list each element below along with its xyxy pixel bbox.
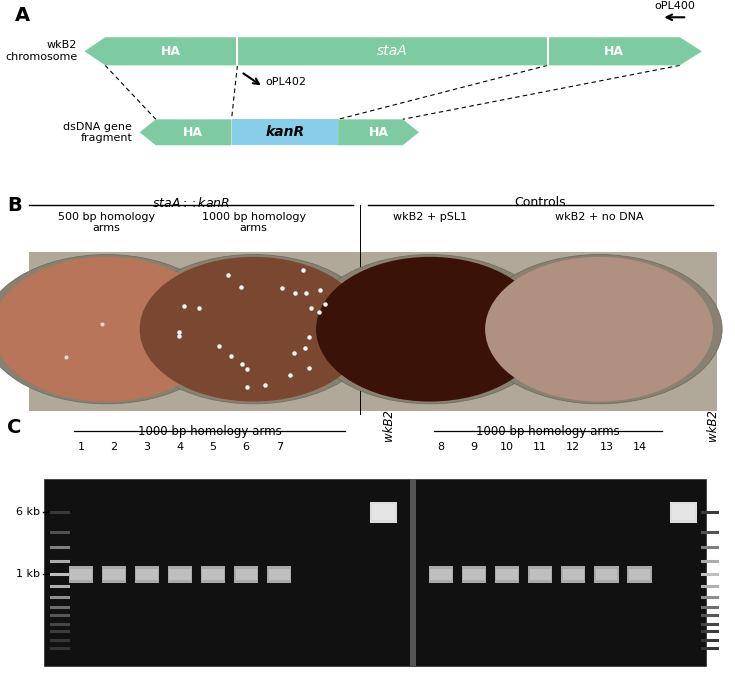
Text: HA: HA xyxy=(603,45,624,58)
Bar xyxy=(562,568,584,580)
Bar xyxy=(29,252,717,410)
Bar xyxy=(69,566,93,583)
Bar xyxy=(135,566,159,583)
Bar xyxy=(562,566,585,583)
Text: wkB2
chromosome: wkB2 chromosome xyxy=(5,40,77,62)
Bar xyxy=(495,566,519,583)
Bar xyxy=(234,566,259,583)
Ellipse shape xyxy=(0,254,229,404)
Ellipse shape xyxy=(0,256,220,402)
Text: HA: HA xyxy=(368,126,389,139)
Ellipse shape xyxy=(316,256,544,402)
Text: 13: 13 xyxy=(599,442,614,452)
Text: 6 kb: 6 kb xyxy=(16,508,40,517)
Text: $staA::kanR$: $staA::kanR$ xyxy=(152,196,230,210)
Text: 7: 7 xyxy=(276,442,283,452)
Ellipse shape xyxy=(306,254,553,404)
Ellipse shape xyxy=(485,256,713,402)
Polygon shape xyxy=(85,37,702,65)
Text: staA: staA xyxy=(377,45,408,58)
Bar xyxy=(628,568,650,580)
Text: oPL400: oPL400 xyxy=(654,1,695,11)
Bar xyxy=(201,566,225,583)
Bar xyxy=(594,566,619,583)
Text: oPL402: oPL402 xyxy=(265,76,306,86)
Bar xyxy=(235,568,257,580)
Bar xyxy=(430,568,451,580)
Bar xyxy=(202,568,223,580)
Bar xyxy=(596,568,617,580)
Text: HA: HA xyxy=(183,126,203,139)
Bar xyxy=(462,566,487,583)
Text: 10: 10 xyxy=(500,442,514,452)
Bar xyxy=(103,568,124,580)
Text: B: B xyxy=(7,196,22,215)
Bar xyxy=(101,566,126,583)
Text: 9: 9 xyxy=(470,442,478,452)
Text: 1000 bp homology arms: 1000 bp homology arms xyxy=(476,425,620,437)
Text: Controls: Controls xyxy=(514,196,566,209)
Text: 500 bp homology
arms: 500 bp homology arms xyxy=(58,212,155,234)
Text: 2: 2 xyxy=(110,442,118,452)
Bar xyxy=(370,502,397,522)
Ellipse shape xyxy=(476,254,722,404)
Ellipse shape xyxy=(130,254,376,404)
Text: 12: 12 xyxy=(566,442,581,452)
Text: 11: 11 xyxy=(533,442,548,452)
Bar xyxy=(168,566,193,583)
Bar xyxy=(410,479,416,666)
Bar xyxy=(268,568,290,580)
Bar xyxy=(44,479,706,666)
Ellipse shape xyxy=(140,256,368,402)
Bar xyxy=(627,566,651,583)
Text: wkB2: wkB2 xyxy=(382,408,395,441)
Text: 4: 4 xyxy=(176,442,184,452)
Bar xyxy=(528,566,553,583)
Bar xyxy=(672,504,695,520)
Bar xyxy=(670,502,697,522)
Text: 5: 5 xyxy=(209,442,217,452)
Text: wkB2 + pSL1: wkB2 + pSL1 xyxy=(393,212,467,221)
Bar xyxy=(429,566,453,583)
Bar xyxy=(497,568,517,580)
Text: C: C xyxy=(7,418,22,437)
Text: 1000 bp homology arms: 1000 bp homology arms xyxy=(137,425,282,437)
Text: 8: 8 xyxy=(437,442,445,452)
Text: wkB2: wkB2 xyxy=(706,408,719,441)
Bar xyxy=(372,504,395,520)
Polygon shape xyxy=(140,119,232,145)
Text: 6: 6 xyxy=(243,442,250,452)
Text: 1 kb: 1 kb xyxy=(16,570,40,579)
Text: 1000 bp homology
arms: 1000 bp homology arms xyxy=(201,212,306,234)
Text: 1: 1 xyxy=(77,442,85,452)
Text: HA: HA xyxy=(161,45,182,58)
Text: 3: 3 xyxy=(143,442,151,452)
Bar xyxy=(137,568,157,580)
Bar xyxy=(463,568,484,580)
Bar xyxy=(529,568,551,580)
Polygon shape xyxy=(232,119,338,145)
Text: kanR: kanR xyxy=(265,126,304,139)
Text: A: A xyxy=(15,5,30,25)
Text: dsDNA gene
fragment: dsDNA gene fragment xyxy=(63,122,132,143)
Bar xyxy=(267,566,291,583)
Bar xyxy=(71,568,91,580)
Text: wkB2 + no DNA: wkB2 + no DNA xyxy=(555,212,643,221)
Bar xyxy=(169,568,191,580)
Polygon shape xyxy=(338,119,419,145)
Text: 14: 14 xyxy=(632,442,647,452)
